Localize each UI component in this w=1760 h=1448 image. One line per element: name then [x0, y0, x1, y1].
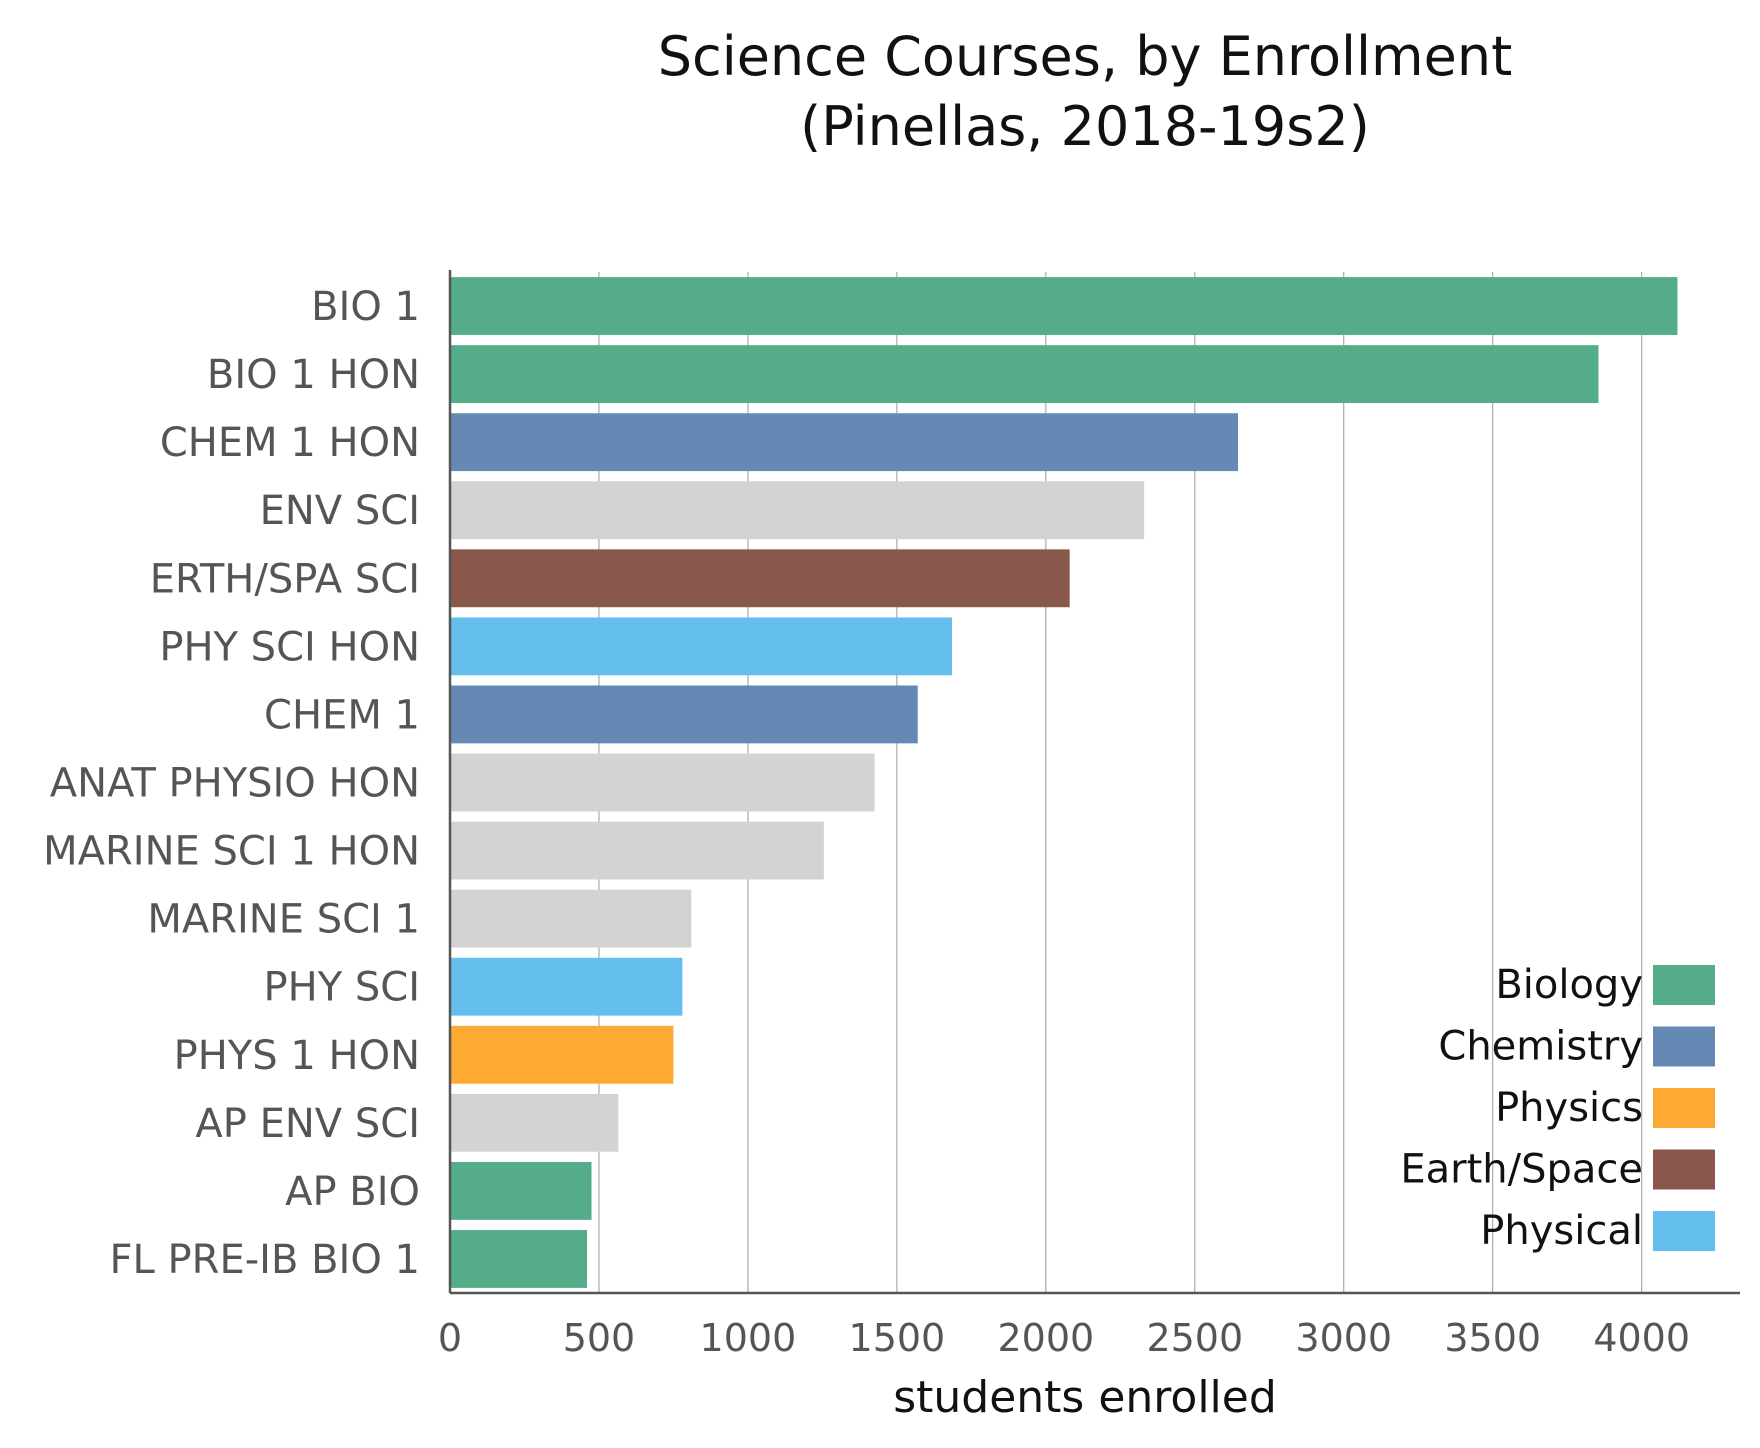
- x-axis-label: students enrolled: [893, 1372, 1277, 1423]
- category-label: MARINE SCI 1 HON: [43, 829, 420, 875]
- category-label: FL PRE-IB BIO 1: [110, 1237, 420, 1283]
- chart-title-line-2: (Pinellas, 2018-19s2): [800, 95, 1370, 158]
- bar-ap-bio: [450, 1161, 592, 1220]
- chart-title-line-1: Science Courses, by Enrollment: [658, 25, 1513, 88]
- legend-swatch-chemistry: [1653, 1026, 1715, 1067]
- x-tick-label: 2000: [997, 1316, 1094, 1360]
- category-labels: BIO 1 BIO 1 HON CHEM 1 HON ENV SCI ERTH/SPA …: [43, 284, 420, 1283]
- bar-bio-1-hon: [450, 345, 1599, 404]
- bar-fl-pre-ib-bio-1: [450, 1230, 588, 1288]
- category-label: BIO 1 HON: [207, 352, 420, 398]
- x-tick-label: 1500: [849, 1316, 946, 1360]
- legend-swatch-biology: [1653, 965, 1715, 1005]
- bar-anat-physio-hon: [450, 753, 875, 812]
- bar-phys-1-hon: [450, 1025, 674, 1084]
- bar-env-sci: [450, 481, 1145, 540]
- x-tick-label: 500: [563, 1316, 636, 1360]
- bar-chem-1-hon: [450, 413, 1239, 472]
- category-label: BIO 1: [311, 284, 420, 330]
- category-label: CHEM 1 HON: [160, 420, 420, 466]
- category-label: ENV SCI: [260, 488, 420, 534]
- x-tick-label: 1000: [700, 1316, 797, 1360]
- x-tick-label: 2500: [1146, 1316, 1243, 1360]
- x-tick-label: 4000: [1593, 1316, 1690, 1360]
- legend-label: Chemistry: [1438, 1024, 1643, 1070]
- bar-bio-1: [450, 277, 1678, 335]
- category-label: MARINE SCI 1: [147, 897, 420, 943]
- legend-label: Physical: [1480, 1208, 1643, 1254]
- legend-swatch-physical: [1653, 1211, 1715, 1251]
- legend-swatch-earth-space: [1653, 1149, 1715, 1190]
- bar-erth-spa-sci: [450, 549, 1070, 608]
- bar-phy-sci: [450, 957, 683, 1016]
- bar-chem-1: [450, 685, 918, 744]
- bar-ap-env-sci: [450, 1093, 619, 1152]
- legend-label: Physics: [1495, 1085, 1643, 1131]
- bar-phy-sci-hon: [450, 617, 952, 676]
- category-label: PHY SCI HON: [159, 624, 420, 670]
- category-label: ERTH/SPA SCI: [150, 556, 420, 602]
- legend-label: Earth/Space: [1400, 1147, 1643, 1193]
- category-label: PHY SCI: [264, 965, 420, 1011]
- category-label: ANAT PHYSIO HON: [50, 761, 420, 807]
- legend-label: Biology: [1495, 962, 1643, 1008]
- category-label: AP ENV SCI: [195, 1101, 420, 1147]
- category-label: CHEM 1: [264, 692, 420, 738]
- x-tick-label: 3500: [1444, 1316, 1541, 1360]
- bar-marine-sci-1: [450, 889, 692, 948]
- x-tick-labels: 0 500 1000 1500 2000 2500 3000 3500 4000: [438, 1316, 1690, 1360]
- x-tick-label: 3000: [1295, 1316, 1392, 1360]
- category-label: AP BIO: [285, 1169, 420, 1215]
- bars: [450, 277, 1678, 1288]
- x-tick-label: 0: [438, 1316, 462, 1360]
- bar-marine-sci-1-hon: [450, 821, 824, 880]
- legend: Biology Chemistry Physics Earth/Space Physic…: [1400, 962, 1715, 1254]
- axes: [448, 270, 1740, 1295]
- legend-swatch-physics: [1653, 1088, 1715, 1128]
- category-label: PHYS 1 HON: [174, 1033, 420, 1079]
